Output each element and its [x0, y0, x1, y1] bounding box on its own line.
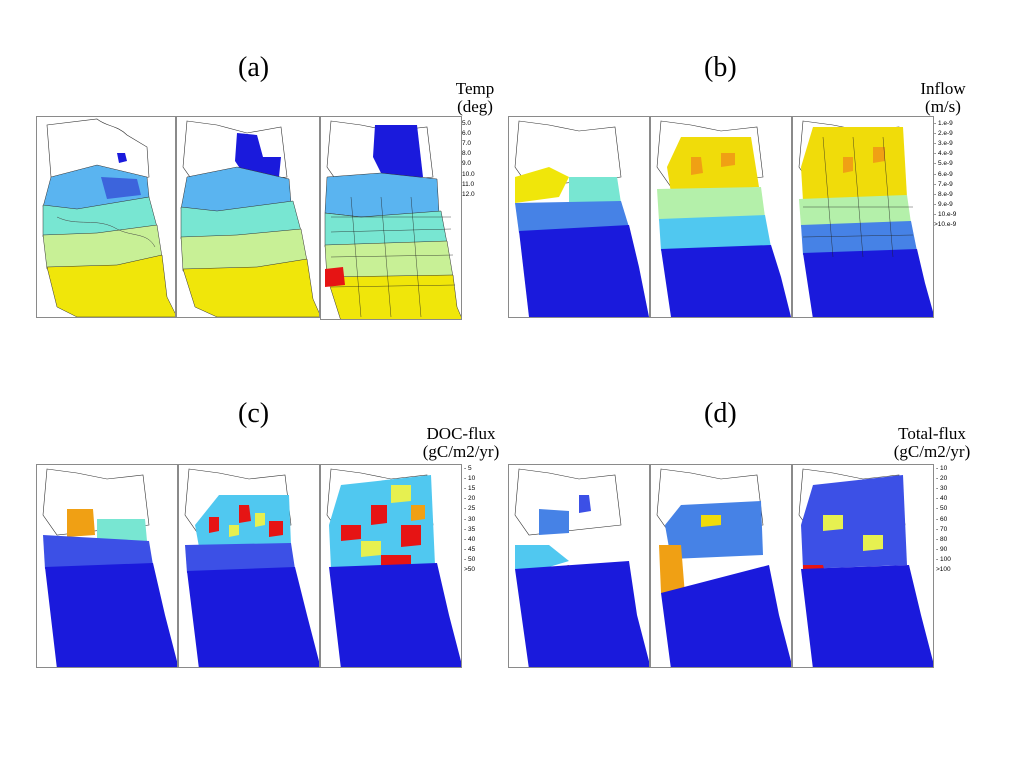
map-d-1	[508, 464, 650, 668]
legend-label: - 90	[936, 546, 948, 554]
map-b-3	[792, 116, 934, 318]
legend-title-d: Total-flux (gC/m2/yr)	[893, 424, 971, 461]
legend-label: - 2.e-9	[934, 129, 953, 137]
legend-label: - 7.e-9	[934, 180, 953, 188]
legend-label: - 5.0	[458, 119, 472, 127]
map-d-3	[792, 464, 934, 668]
legend-label: - 15	[464, 484, 476, 492]
legend-label: - 80	[936, 535, 948, 543]
legend-label: - 50	[464, 556, 476, 564]
legend-label: - 7.0	[458, 139, 472, 147]
legend-label: - 30	[936, 484, 948, 492]
legend-label: - 9.e-9	[934, 201, 953, 209]
legend-label: - 9.0	[458, 160, 472, 168]
legend-label: - 8.0	[458, 150, 472, 158]
legend-label: - 40	[464, 535, 476, 543]
legend-label: - 20	[464, 495, 476, 503]
legend-label: - 10.e-9	[934, 211, 957, 219]
legend-label: >10.e-9	[934, 221, 957, 229]
legend-title-a: Temp (deg)	[455, 79, 495, 116]
map-a-2	[176, 116, 320, 318]
legend-label: - 70	[936, 525, 948, 533]
legend-label: - 40	[936, 495, 948, 503]
map-d-2	[650, 464, 792, 668]
map-a-1	[36, 116, 176, 318]
legend-label: - 6.0	[458, 129, 472, 137]
legend-title-c: DOC-flux (gC/m2/yr)	[422, 424, 500, 461]
legend-label: - 4.e-9	[934, 150, 953, 158]
map-c-1	[36, 464, 178, 668]
legend-label: - 10.0	[458, 170, 475, 178]
legend-label: - 10	[936, 464, 948, 472]
legend-label: - 8.e-9	[934, 190, 953, 198]
map-b-2	[650, 116, 792, 318]
map-c-3	[320, 464, 462, 668]
legend-title-b: Inflow (m/s)	[920, 79, 966, 116]
legend-label: - 5	[464, 464, 472, 472]
panel-label-b: (b)	[704, 52, 737, 83]
legend-label: - 3.e-9	[934, 139, 953, 147]
legend-label: >50	[464, 566, 476, 574]
legend-label: - 1.e-9	[934, 119, 953, 127]
legend-label: - 60	[936, 515, 948, 523]
legend-label: - 35	[464, 525, 476, 533]
legend-label: - 10	[464, 474, 476, 482]
legend-label: - 20	[936, 474, 948, 482]
panel-label-a: (a)	[238, 52, 270, 83]
legend-label: - 25	[464, 505, 476, 513]
legend-label: - 6.e-9	[934, 170, 953, 178]
map-a-3	[320, 116, 462, 320]
legend-label: - 100	[936, 556, 951, 564]
legend-label: >100	[936, 566, 951, 574]
panel-label-d: (d)	[704, 398, 737, 429]
map-c-2	[178, 464, 320, 668]
legend-label: - 30	[464, 515, 476, 523]
legend-label: - 45	[464, 546, 476, 554]
legend-label: - 50	[936, 505, 948, 513]
map-b-1	[508, 116, 650, 318]
legend-label: - 11.0	[458, 180, 475, 188]
panel-label-c: (c)	[238, 398, 270, 429]
legend-label: - 12.0	[458, 190, 475, 198]
legend-label: - 5.e-9	[934, 160, 953, 168]
